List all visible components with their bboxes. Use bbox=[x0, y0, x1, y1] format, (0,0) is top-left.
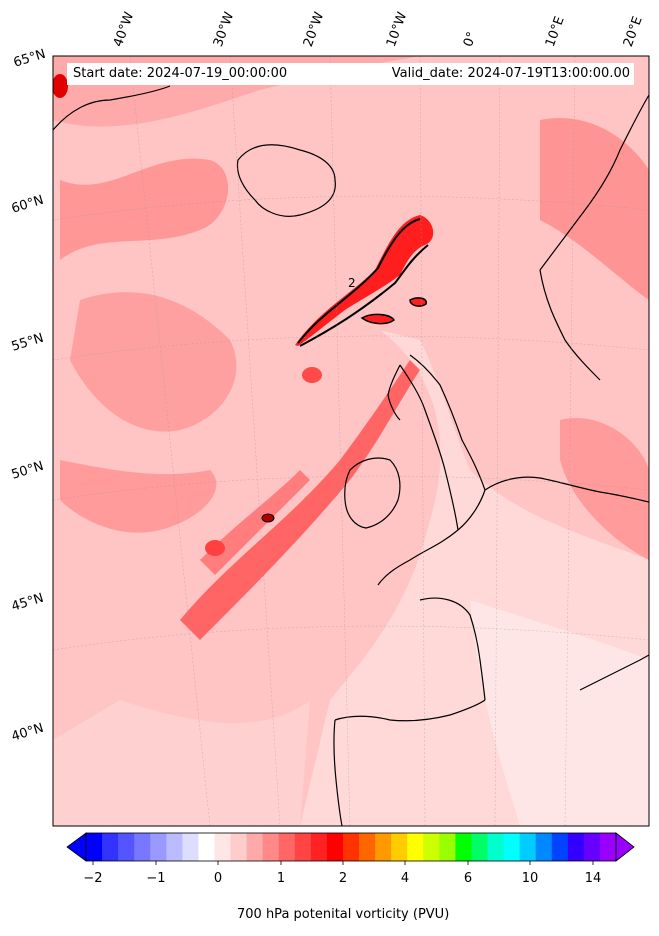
colorbar-swatch bbox=[326, 833, 344, 861]
valid-date: Valid_date: 2024-07-19T13:00:00.00 bbox=[391, 66, 630, 81]
colorbar-swatch bbox=[423, 833, 440, 861]
colorbar-tick-label: 4 bbox=[400, 871, 410, 886]
colorbar-swatch bbox=[310, 833, 328, 861]
coastlines bbox=[53, 85, 649, 826]
colorbar-swatch bbox=[487, 833, 505, 861]
colorbar-swatch bbox=[246, 833, 264, 861]
colorbar-swatch bbox=[535, 833, 553, 861]
colorbar-swatch bbox=[391, 833, 408, 861]
colorbar-swatch bbox=[118, 833, 135, 861]
colorbar-arrow-right bbox=[615, 832, 635, 862]
colorbar-swatch bbox=[455, 833, 472, 861]
start-date: Start date: 2024-07-19_00:00:00 bbox=[73, 66, 288, 81]
colorbar-swatch bbox=[471, 833, 489, 861]
colorbar-tick-label: −1 bbox=[146, 871, 166, 886]
colorbar-tick-label: 6 bbox=[463, 871, 473, 886]
colorbar-swatch bbox=[262, 833, 280, 861]
header-box: Start date: 2024-07-19_00:00:00 Valid_da… bbox=[67, 63, 634, 85]
colorbar-swatch bbox=[102, 833, 119, 861]
colorbar-swatch bbox=[294, 833, 312, 861]
colorbar-swatch bbox=[150, 833, 167, 861]
colorbar-tick-label: 2 bbox=[338, 871, 348, 886]
colorbar-swatch bbox=[439, 833, 456, 861]
colorbar-swatch bbox=[278, 833, 296, 861]
colorbar-swatch bbox=[342, 833, 360, 861]
colorbar-swatch bbox=[375, 833, 392, 861]
map-frame bbox=[52, 55, 650, 827]
colorbar-swatch bbox=[230, 833, 248, 861]
colorbar-swatch bbox=[198, 833, 215, 861]
colorbar-swatch bbox=[567, 833, 585, 861]
colorbar-tick-label: 0 bbox=[213, 871, 223, 886]
colorbar-swatch bbox=[407, 833, 424, 861]
colorbar-tick-label: 14 bbox=[584, 871, 602, 886]
pv-field bbox=[53, 56, 649, 826]
colorbar-arrow-left bbox=[66, 832, 87, 862]
colorbar-label: 700 hPa potenital vorticity (PVU) bbox=[237, 907, 450, 922]
colorbar-swatch bbox=[86, 833, 103, 861]
colorbar-tick-label: −2 bbox=[83, 871, 103, 886]
graticule bbox=[53, 56, 649, 826]
contour-label: 2 bbox=[348, 276, 356, 290]
colorbar-swatch bbox=[134, 833, 151, 861]
colorbar-tick-label: 10 bbox=[521, 871, 539, 886]
colorbar-swatch bbox=[503, 833, 521, 861]
colorbar-swatch bbox=[599, 833, 617, 861]
colorbar-frame bbox=[85, 832, 617, 862]
colorbar-tick-label: 1 bbox=[276, 871, 286, 886]
colorbar-swatch bbox=[166, 833, 183, 861]
colorbar-swatch bbox=[359, 833, 376, 861]
colorbar-swatch bbox=[182, 833, 199, 861]
colorbar-swatch bbox=[551, 833, 569, 861]
colorbar-swatch bbox=[519, 833, 537, 861]
colorbar-swatch bbox=[214, 833, 232, 861]
colorbar bbox=[66, 832, 635, 865]
colorbar-swatch bbox=[583, 833, 601, 861]
